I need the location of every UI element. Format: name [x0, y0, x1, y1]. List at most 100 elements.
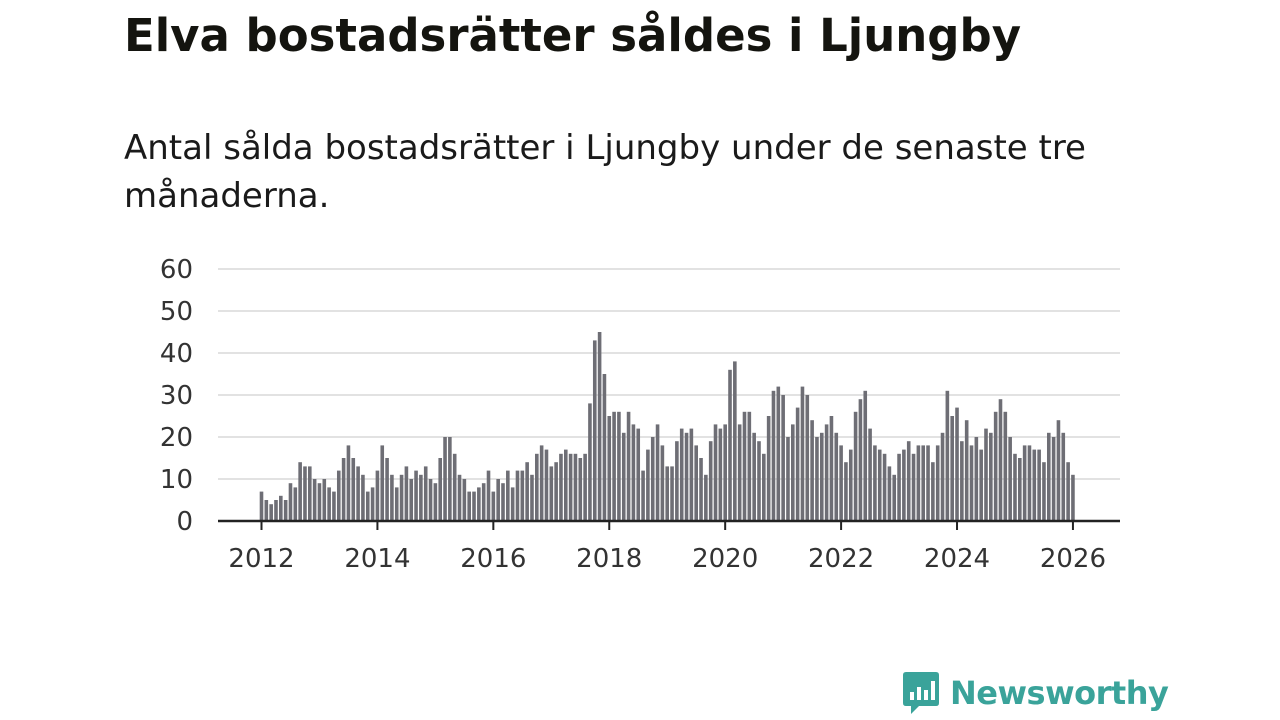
- bar: [264, 500, 269, 521]
- bar: [868, 428, 872, 521]
- bar: [414, 470, 418, 521]
- bar: [660, 445, 665, 521]
- y-tick-label: 60: [160, 255, 193, 285]
- bar: [375, 470, 380, 521]
- bar: [921, 445, 926, 521]
- bar: [989, 432, 993, 521]
- bar: [723, 424, 727, 521]
- bar: [902, 449, 906, 521]
- bar: [829, 416, 834, 521]
- bar: [805, 395, 810, 521]
- bar: [279, 495, 283, 521]
- bar: [887, 466, 892, 521]
- bar: [588, 403, 592, 521]
- bar: [583, 453, 587, 521]
- bar: [684, 432, 689, 521]
- bar: [1022, 445, 1027, 521]
- bar: [984, 428, 988, 521]
- bar: [979, 449, 983, 521]
- bar: [969, 445, 974, 521]
- bar: [1071, 474, 1075, 521]
- y-tick-label: 10: [160, 465, 193, 495]
- bar: [327, 487, 331, 521]
- bars: [259, 332, 1075, 521]
- bar: [858, 399, 863, 521]
- bar: [312, 479, 317, 521]
- bar: [1032, 449, 1037, 521]
- bar: [747, 411, 752, 521]
- bar: [737, 424, 742, 521]
- bar: [1013, 453, 1017, 521]
- bar: [332, 491, 336, 521]
- y-tick-label: 20: [160, 423, 193, 453]
- newsworthy-logo: Newsworthy: [902, 670, 1169, 716]
- bar: [351, 458, 356, 521]
- bar: [380, 445, 385, 521]
- bar: [452, 453, 457, 521]
- bar: [766, 416, 771, 521]
- bar: [960, 441, 964, 521]
- bar: [694, 445, 698, 521]
- bar: [554, 462, 558, 521]
- gridlines: [218, 268, 1120, 480]
- bar: [819, 432, 824, 521]
- x-tick-label: 2018: [576, 544, 642, 574]
- bar: [776, 386, 781, 521]
- y-tick-label: 0: [176, 507, 193, 537]
- y-axis-ticks: 0 10 20 30 40 50 60: [160, 255, 193, 537]
- bar: [617, 411, 621, 521]
- bar: [931, 462, 935, 521]
- bar: [303, 466, 307, 521]
- chart-title: Elva bostadsrätter såldes i Ljungby: [124, 9, 1022, 62]
- y-tick-label: 50: [160, 297, 193, 327]
- bar: [1018, 458, 1022, 521]
- bar: [365, 491, 370, 521]
- bar: [308, 466, 312, 521]
- bar: [443, 437, 447, 521]
- bar: [621, 432, 626, 521]
- bar: [650, 437, 655, 521]
- bar: [848, 449, 853, 521]
- bar: [341, 458, 346, 521]
- x-tick-label: 2024: [924, 544, 990, 574]
- bar: [626, 411, 631, 521]
- bar: [612, 411, 616, 521]
- bar: [370, 487, 375, 521]
- bar: [423, 466, 428, 521]
- bar: [399, 474, 404, 521]
- bar: [520, 470, 525, 521]
- bar: [762, 453, 766, 521]
- bar: [631, 424, 636, 521]
- bar: [394, 487, 399, 521]
- bar: [795, 407, 800, 521]
- bar: [940, 432, 945, 521]
- bar: [873, 445, 877, 521]
- bar: [491, 491, 496, 521]
- bar: [844, 462, 848, 521]
- bar: [810, 420, 814, 521]
- bar: [573, 453, 578, 521]
- bar: [467, 491, 471, 521]
- bar: [419, 474, 423, 521]
- bar: [1056, 420, 1061, 521]
- bar: [824, 424, 829, 521]
- bar: [578, 458, 583, 521]
- bar: [496, 479, 500, 521]
- bar: [283, 500, 288, 521]
- bar: [559, 453, 563, 521]
- bar: [274, 500, 278, 521]
- bar: [293, 487, 298, 521]
- bar: [317, 483, 322, 521]
- bar: [549, 466, 554, 521]
- bar: [771, 390, 776, 521]
- bar: [675, 441, 679, 521]
- bar: [539, 445, 544, 521]
- bar: [525, 462, 529, 521]
- brand-name: Newsworthy: [950, 674, 1169, 712]
- bar: [786, 437, 790, 521]
- bar: [853, 411, 858, 521]
- bar: [757, 441, 761, 521]
- data-labels: 11: [1062, 0, 1094, 6]
- bar: [935, 445, 940, 521]
- bar: [568, 453, 573, 521]
